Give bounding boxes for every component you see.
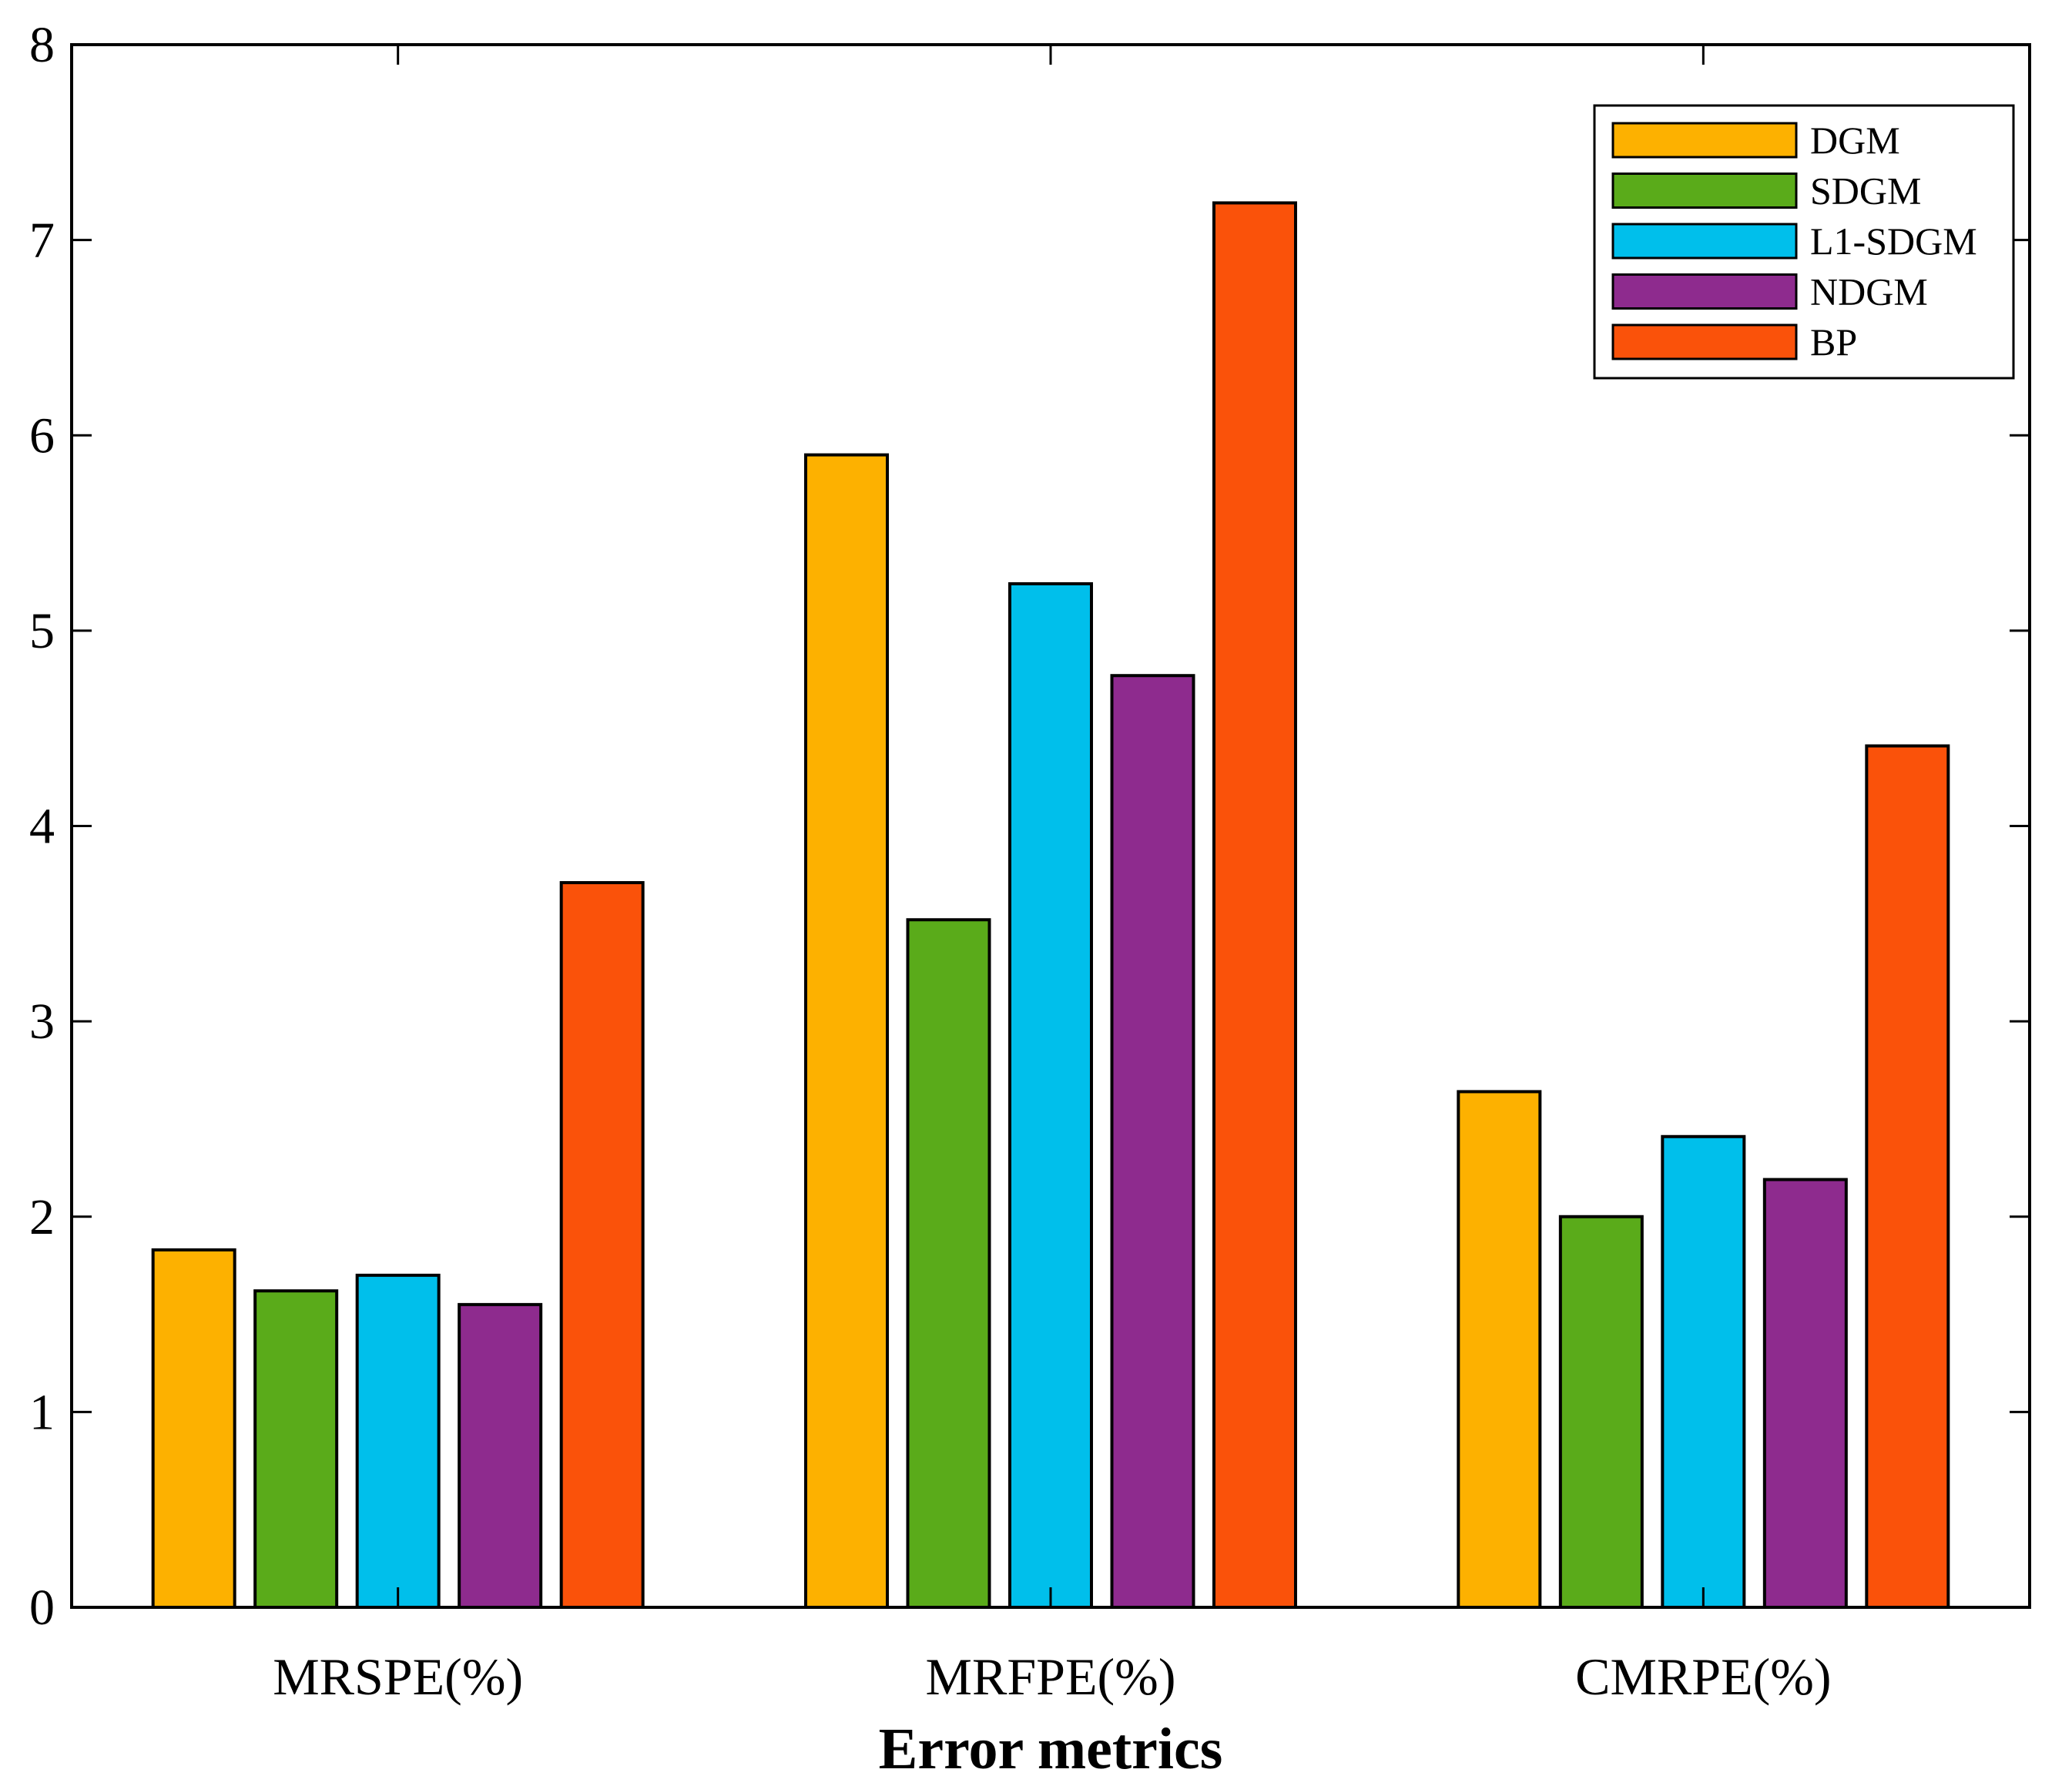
bar-bp-1 (559, 881, 645, 1609)
bar-dgm-3 (1457, 1090, 1542, 1610)
x-axis-title: Error metrics (879, 1717, 1223, 1781)
y-tick-label: 7 (29, 213, 55, 269)
bar-sdgm-3 (1558, 1215, 1644, 1609)
y-tick-label: 2 (29, 1189, 55, 1245)
legend-label-sdgm: SDGM (1810, 169, 1921, 213)
bar-l1-sdgm-1 (355, 1273, 441, 1610)
ticks-layer: 0 1 2 3 4 5 6 7 8 (29, 17, 2030, 1636)
bar-ndgm-3 (1762, 1178, 1848, 1609)
bar-ndgm-2 (1110, 674, 1195, 1609)
y-tick-label: 1 (29, 1384, 55, 1440)
legend-swatch-dgm (1611, 122, 1798, 159)
bars-layer (151, 201, 1950, 1610)
bar-dgm-2 (804, 453, 889, 1609)
y-tick-label: 4 (29, 799, 55, 855)
bar-dgm-1 (151, 1248, 236, 1609)
bar-bp-3 (1865, 744, 1950, 1609)
y-tick-label: 3 (29, 994, 55, 1050)
legend: DGM SDGM L1-SDGM NDGM BP (1593, 104, 2015, 380)
bar-bp-2 (1212, 201, 1297, 1609)
bar-sdgm-2 (906, 918, 991, 1609)
category-label: MRFPE(%) (926, 1647, 1176, 1706)
legend-swatch-bp (1611, 323, 1798, 360)
bar-sdgm-1 (253, 1289, 339, 1609)
y-tick-label: 0 (29, 1580, 55, 1636)
y-tick-label: 5 (29, 603, 55, 659)
bar-l1-sdgm-2 (1008, 582, 1093, 1609)
legend-label-ndgm: NDGM (1810, 270, 1928, 313)
bar-l1-sdgm-3 (1661, 1134, 1746, 1610)
y-tick-label: 6 (29, 407, 55, 464)
category-label: CMRPE(%) (1575, 1647, 1831, 1706)
legend-label-bp: BP (1810, 320, 1857, 364)
legend-swatch-l1-sdgm (1611, 223, 1798, 260)
legend-label-dgm: DGM (1810, 119, 1900, 162)
legend-swatch-ndgm (1611, 273, 1798, 310)
category-labels: MRSPE(%) MRFPE(%) CMRPE(%) (273, 1647, 1831, 1706)
legend-label-l1-sdgm: L1-SDGM (1810, 219, 1977, 263)
legend-swatch-sdgm (1611, 173, 1798, 209)
y-tick-label: 8 (29, 17, 55, 73)
bar-ndgm-1 (458, 1302, 543, 1609)
category-label: MRSPE(%) (273, 1647, 523, 1706)
